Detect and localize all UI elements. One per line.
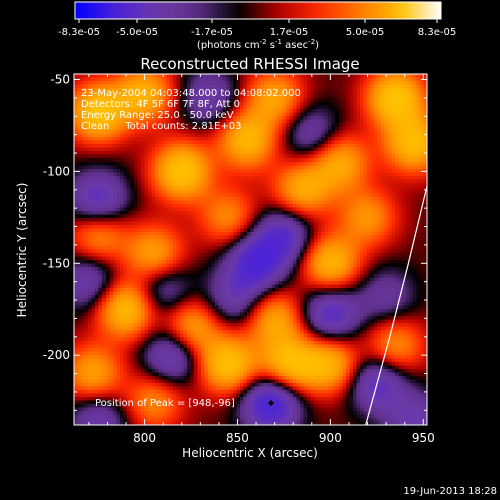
heatmap-image: [74, 74, 427, 425]
y-tick-label: -200: [43, 348, 70, 362]
x-axis-label: Heliocentric X (arcsec): [182, 446, 318, 460]
annotation-detectors: Detectors: 4F 5F 6F 7F 8F, Att 0: [81, 99, 240, 110]
x-tick-label: 950: [412, 431, 435, 445]
colorbar-tick-label: -8.3e-05: [58, 27, 100, 38]
colorbar-gradient: [74, 1, 442, 20]
y-tick-label: -50: [50, 73, 70, 87]
y-tick-label: -150: [43, 256, 70, 270]
annotation-energy-range: Energy Range: 25.0 - 50.0 keV: [81, 110, 234, 121]
colorbar-tick-label: 8.3e-05: [418, 27, 456, 38]
solar-limb-line: [365, 185, 427, 425]
colorbar-tick-label: -5.0e-05: [116, 27, 158, 38]
annotation-time-range: 23-May-2004 04:03:48.000 to 04:08:02.000: [81, 88, 301, 99]
chart-title: Reconstructed RHESSI Image: [140, 55, 359, 73]
y-tick-label: -100: [43, 164, 70, 178]
y-axis-label: Heliocentric Y (arcsec): [15, 183, 29, 318]
plot-frame: [73, 73, 428, 426]
colorbar-tick-label: 1.7e-05: [270, 27, 308, 38]
peak-marker: [267, 399, 274, 406]
y-axis: -50 -100 -150 -200: [43, 73, 427, 411]
annotation-clean-counts: Clean Total counts: 2.81E+03: [81, 121, 241, 132]
colorbar-tick-label: -1.7e-05: [191, 27, 233, 38]
footer-timestamp: 19-Jun-2013 18:28: [403, 486, 497, 497]
colorbar: -8.3e-05 -5.0e-05 -1.7e-05 1.7e-05 5.0e-05 8.…: [58, 1, 456, 51]
x-tick-label: 900: [319, 431, 342, 445]
peak-position-label: Position of Peak = [948,-96]: [95, 398, 235, 409]
x-axis: 800 850 900 950: [88, 74, 435, 445]
colorbar-unit-label: (photons cm-2 s-1 asec-2): [197, 38, 319, 51]
x-tick-label: 800: [133, 431, 156, 445]
annotation-block: 23-May-2004 04:03:48.000 to 04:08:02.000…: [81, 88, 301, 132]
x-tick-label: 850: [226, 431, 249, 445]
colorbar-tick-label: 5.0e-05: [346, 27, 384, 38]
